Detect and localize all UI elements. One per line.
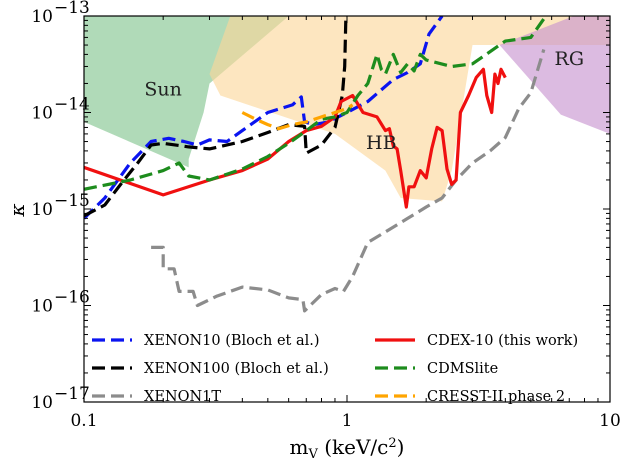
region-label-hb: HB (366, 132, 397, 154)
curve-cresst-ii-phase-2 (241, 103, 354, 131)
limit-curves (84, 16, 548, 313)
x-tick-label: 0.1 (70, 411, 97, 431)
region-hb (209, 16, 610, 202)
region-rg (499, 16, 610, 134)
y-tick-exponent: −15 (54, 191, 90, 211)
x-axis-title: mV (keV/c2) (290, 435, 405, 462)
legend-label-xenon1t: XENON1T (144, 389, 221, 405)
plot-frame (83, 15, 611, 403)
curve-xenon100-bloch-et-al (84, 16, 348, 218)
legend-label-cdmslite: CDMSlite (427, 361, 498, 377)
region-label-sun: Sun (144, 79, 182, 101)
region-labels: Sun HB RG (144, 48, 584, 154)
x-tick-label: 1 (342, 411, 353, 431)
y-tick-exponent: −16 (54, 288, 90, 308)
y-tick-exponent: −14 (54, 95, 90, 115)
legend-label-cdex-10-this-work: CDEX-10 (this work) (427, 333, 578, 349)
y-tick-exponent: −17 (54, 384, 90, 404)
legend-label-xenon100-bloch-et-al: XENON100 (Bloch et al.) (144, 361, 329, 377)
legend-label-xenon10-bloch-et-al: XENON10 (Bloch et al.) (144, 333, 320, 349)
y-tick-label: 10 (31, 297, 53, 317)
axis-ticks (83, 16, 610, 403)
x-tick-label: 10 (599, 411, 621, 431)
curve-cdex-10-this-work (84, 67, 507, 209)
legend: XENON10 (Bloch et al.) CDEX-10 (this work… (92, 333, 578, 405)
curve-xenon10-bloch-et-al (84, 16, 444, 220)
y-tick-label: 10 (31, 200, 53, 220)
curve-xenon1t (151, 49, 546, 313)
legend-label-cresst-ii-phase-2: CRESST-II phase 2 (427, 389, 565, 405)
y-tick-label: 10 (31, 104, 53, 124)
region-label-rg: RG (555, 48, 584, 70)
y-tick-label: 10 (31, 393, 53, 413)
y-tick-label: 10 (31, 7, 53, 27)
shaded-regions (84, 16, 610, 202)
y-axis-title: κ (5, 203, 29, 217)
y-tick-exponent: −13 (54, 0, 90, 18)
